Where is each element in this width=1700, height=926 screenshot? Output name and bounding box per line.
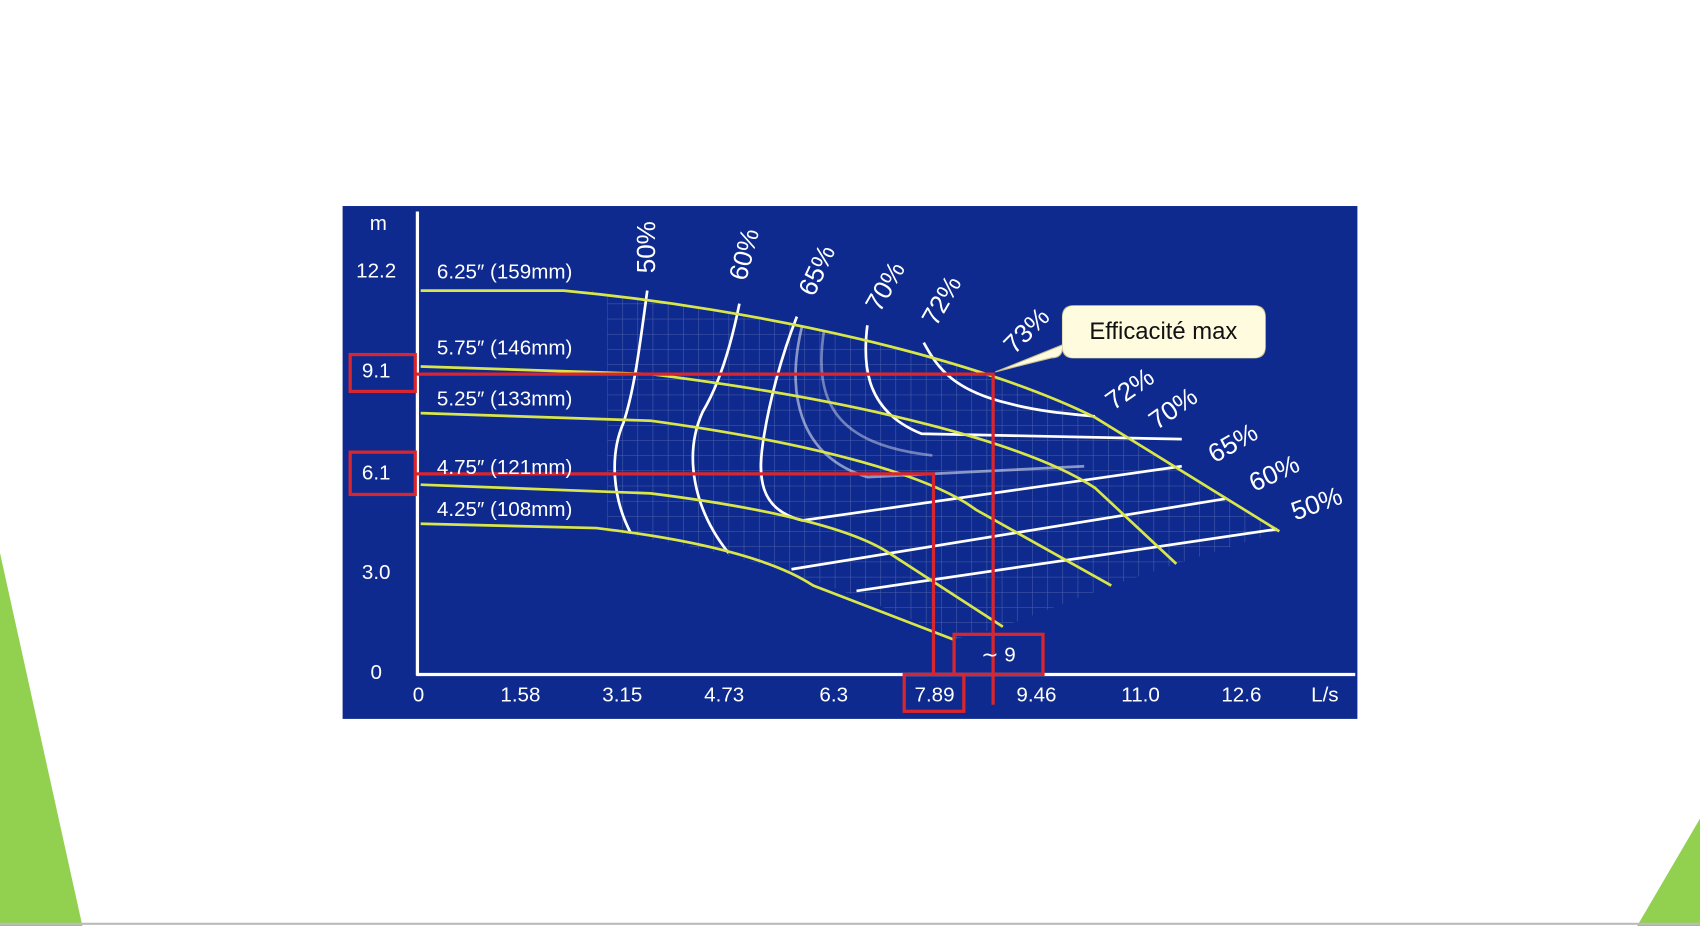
callout: Efficacité max [995,305,1266,373]
annotation-lines [348,352,1045,713]
x-tick-label: 7.89 [915,684,955,707]
y-unit: m [370,212,387,235]
x-tick-label: 6.3 [819,684,848,707]
x-unit: L/s [1311,684,1338,707]
impeller-label: 5.25″ (133mm) [437,388,572,411]
impeller-label: 4.25″ (108mm) [437,498,572,521]
impeller-curves [420,289,1281,642]
x-tick-label: 11.0 [1121,684,1160,707]
y-tick-label: 9.1 [362,359,391,382]
callout-body [1062,305,1266,358]
decor-triangle [0,552,83,926]
impeller-label: 5.75″ (146mm) [437,337,572,360]
x-tick-label: 9.46 [1016,684,1056,707]
x-tick-label: 12.6 [1221,684,1261,707]
impeller-label: 4.75″ (121mm) [437,456,572,479]
y-tick-label: 3.0 [362,561,391,584]
x-tick-label: 1.58 [500,684,540,707]
callout-text: Efficacité max [1089,318,1237,345]
impeller-label: 6.25″ (159mm) [437,261,572,284]
approx-label: ∼ 9 [981,643,1015,666]
y-tick-label: 6.1 [362,461,391,484]
y-tick-label: 12.2 [356,260,396,283]
x-tick-label: 0 [413,684,424,707]
x-tick-label: 3.15 [602,684,642,707]
efficiency-label: 50% [631,221,661,273]
y-tick-label: 0 [370,661,381,684]
x-tick-label: 4.73 [704,684,744,707]
